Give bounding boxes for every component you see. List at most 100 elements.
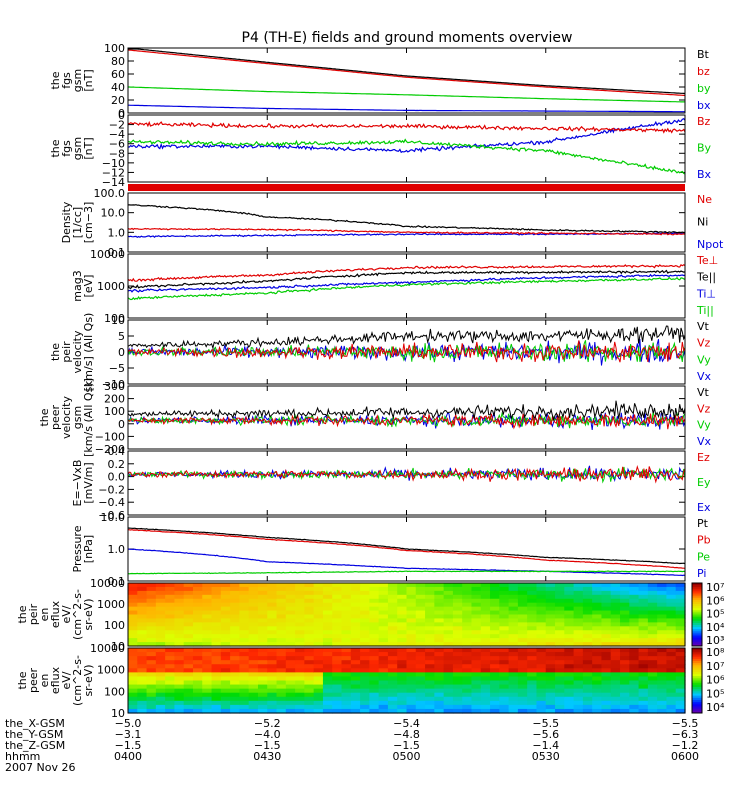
spectrogram-cell (675, 642, 686, 647)
colorbar-label: 10⁴ (706, 621, 725, 634)
spectrogram-cell (555, 642, 565, 647)
xaxis-value: −1.5 (254, 739, 281, 752)
spectrogram-cell (304, 614, 315, 620)
colorbar-step (692, 610, 702, 613)
panel-p9-ylabel-line: sr-eV) (82, 598, 95, 630)
spectrogram-cell (146, 688, 157, 694)
spectrogram-cell (285, 696, 296, 702)
spectrogram-cell (360, 606, 370, 612)
spectrogram-cell (174, 680, 185, 686)
spectrogram-cell (155, 648, 166, 653)
spectrogram-cell (174, 692, 185, 698)
spectrogram-cell (378, 586, 389, 592)
spectrogram-cell (248, 680, 259, 686)
spectrogram-cell (425, 672, 435, 678)
ytick-label: 0 (118, 418, 125, 431)
spectrogram-cell (582, 642, 593, 647)
spectrogram-cell (285, 688, 296, 694)
spectrogram-cell (239, 598, 250, 604)
spectrogram-cell (545, 583, 556, 588)
panel-frame (127, 647, 686, 714)
spectrogram-cell (128, 656, 138, 661)
spectrogram-cell (128, 590, 138, 596)
spectrogram-cell (629, 688, 640, 694)
spectrogram-cell (406, 660, 417, 665)
spectrogram-cell (350, 648, 361, 653)
spectrogram-cell (647, 684, 658, 690)
spectrogram-cell (582, 648, 593, 653)
spectrogram-cell (211, 648, 222, 653)
spectrogram-cell (322, 626, 333, 631)
spectrogram-cell (350, 680, 361, 686)
spectrogram-cell (545, 586, 556, 592)
spectrogram-cell (573, 684, 584, 690)
spectrogram-cell (415, 696, 426, 702)
spectrogram-cell (174, 668, 185, 673)
xaxis-value: 0430 (253, 750, 281, 763)
spectrogram-cell (146, 676, 157, 682)
spectrogram-cell (313, 684, 324, 690)
spectrogram-cell (517, 688, 528, 694)
spectrogram-cell (257, 614, 268, 620)
spectrogram-cell (146, 590, 157, 596)
spectrogram-cell (638, 630, 649, 635)
spectrogram-cell (452, 656, 463, 661)
spectrogram-cell (276, 688, 287, 694)
spectrogram-cell (629, 684, 640, 690)
spectrogram-cell (620, 598, 630, 604)
spectrogram-cell (471, 586, 482, 592)
spectrogram-cell (425, 626, 435, 631)
spectrogram-cell (620, 626, 630, 631)
spectrogram-cell (239, 684, 250, 690)
spectrogram-cell (527, 626, 538, 631)
spectrogram-cell (657, 626, 668, 631)
spectrogram-cell (462, 676, 473, 682)
spectrogram-cell (137, 614, 148, 620)
spectrogram-cell (211, 618, 222, 623)
spectrogram-cell (332, 622, 343, 627)
spectrogram-cell (638, 594, 649, 600)
spectrogram-cell (620, 684, 630, 690)
spectrogram-cell (239, 630, 250, 635)
spectrogram-cell (555, 700, 565, 706)
spectrogram-cell (592, 648, 603, 653)
spectrogram-cell (508, 648, 519, 653)
spectrogram-cell (434, 672, 445, 678)
spectrogram-cell (657, 614, 668, 620)
spectrogram-cell (564, 668, 575, 673)
spectrogram-cell (137, 634, 148, 639)
spectrogram-cell (462, 614, 473, 620)
spectrogram-cell (341, 638, 352, 643)
legend-pe: Pe (697, 550, 710, 563)
spectrogram-cell (620, 652, 630, 657)
spectrogram-cell (536, 642, 547, 647)
spectrogram-cell (517, 583, 528, 588)
spectrogram-cell (369, 656, 380, 661)
spectrogram-cell (350, 696, 361, 702)
spectrogram-cell (601, 692, 612, 698)
spectrogram-cell (257, 602, 268, 608)
spectrogram-cell (592, 680, 603, 686)
spectrogram-cell (267, 642, 278, 647)
panel-frame (127, 385, 686, 450)
spectrogram-cell (480, 708, 491, 714)
spectrogram-cell (397, 610, 408, 616)
spectrogram-cell (564, 652, 575, 657)
spectrogram-cell (387, 586, 398, 592)
spectrogram-cell (620, 618, 630, 623)
spectrogram-cell (230, 652, 240, 657)
spectrogram-cell (536, 594, 547, 600)
spectrogram-cell (601, 688, 612, 694)
spectrogram-cell (137, 648, 148, 653)
spectrogram-cell (230, 622, 240, 627)
panel-stack: thefgsgsm[nT]100806040200Btbzbybxthefgsg… (16, 42, 725, 720)
spectrogram-cell (629, 692, 640, 698)
spectrogram-cell (508, 704, 519, 710)
spectrogram-cell (471, 614, 482, 620)
spectrogram-cell (499, 668, 510, 673)
spectrogram-cell (341, 594, 352, 600)
spectrogram-cell (239, 692, 250, 698)
spectrogram-cell (397, 642, 408, 647)
spectrogram-cell (647, 652, 658, 657)
spectrogram-cell (304, 676, 315, 682)
